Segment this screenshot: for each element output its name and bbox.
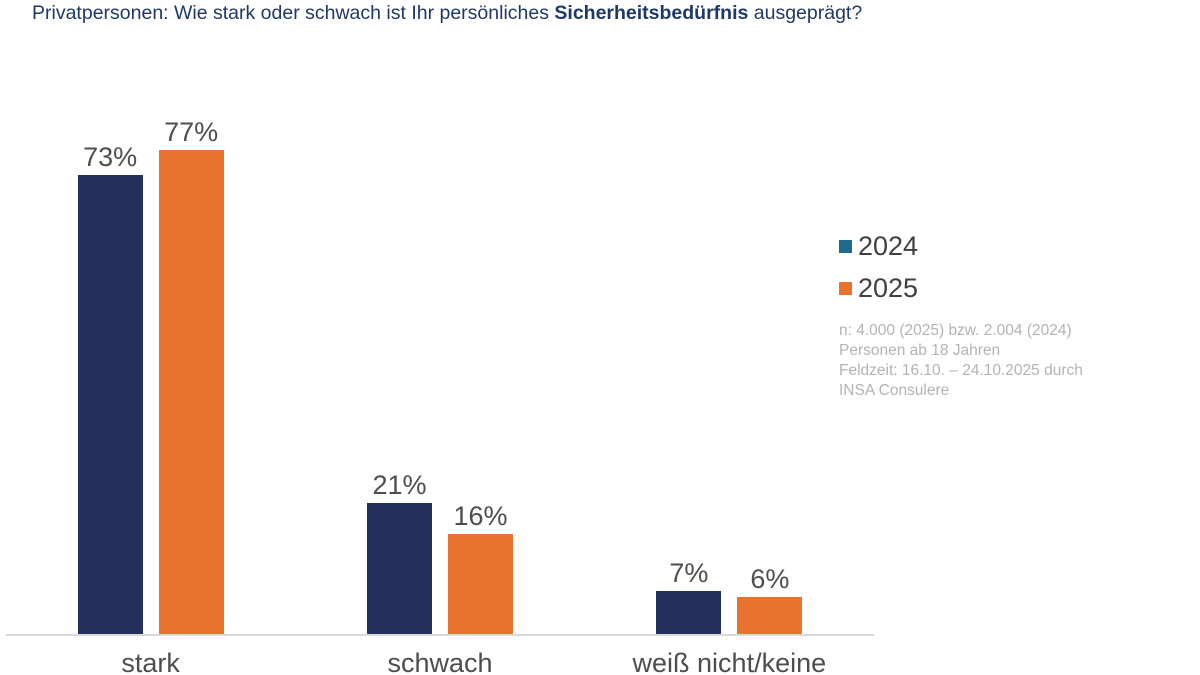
bar-2024-category-1 [77,175,143,635]
category-label-1: stark [121,648,180,675]
legend-label-2024: 2024 [858,231,919,261]
legend-item-2024: 2024 [839,232,918,261]
value-label-2025-category-1: 77% [164,117,219,147]
legend-swatch-2024 [839,240,852,253]
bar-2025-category-3 [737,597,803,635]
value-label-2024-category-1: 73% [83,142,138,172]
category-label-3: weiß nicht/keine [632,648,827,675]
footnote-line-4: INSA Consulere [839,382,950,399]
footnote: n: 4.000 (2025) bzw. 2.004 (2024) Persone… [839,321,1083,401]
value-label-2025-category-2: 16% [453,501,508,531]
footnote-line-3: Feldzeit: 16.10. – 24.10.2025 durch [839,362,1083,379]
bar-2025-category-2 [448,534,513,635]
chart-title-suffix: ausgeprägt? [748,2,863,24]
footnote-line-2: Personen ab 18 Jahren [839,342,1001,359]
bar-2025-category-1 [158,150,224,635]
footnote-line-1: n: 4.000 (2025) bzw. 2.004 (2024) [839,322,1072,339]
legend-swatch-2025 [839,282,852,295]
legend: 2024 2025 [839,232,918,316]
chart-title-prefix: Privatpersonen: Wie stark oder schwach i… [32,2,555,24]
value-label-2025-category-3: 6% [750,564,790,594]
bar-2024-category-2 [367,503,432,635]
value-label-2024-category-2: 21% [372,470,427,500]
x-axis-line [6,634,874,636]
bar-2024-category-3 [656,591,722,635]
chart-title-bold: Sicherheitsbedürfnis [554,2,749,24]
chart-title: Privatpersonen: Wie stark oder schwach i… [32,2,862,25]
legend-label-2025: 2025 [858,273,919,303]
value-label-2024-category-3: 7% [669,558,709,588]
category-label-2: schwach [387,648,493,675]
legend-item-2025: 2025 [839,274,918,303]
